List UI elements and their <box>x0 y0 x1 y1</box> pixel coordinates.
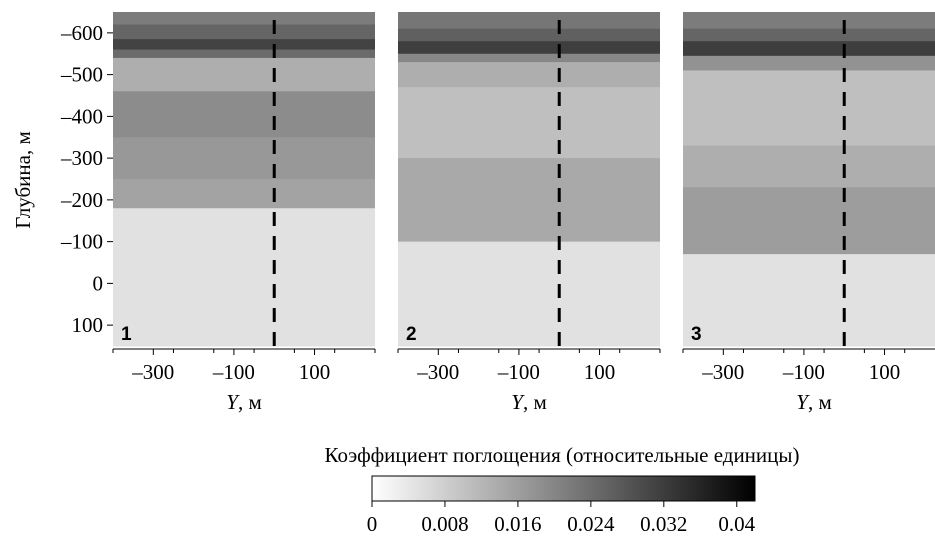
panel-1-layer-3 <box>113 49 375 59</box>
panel-3-number: 3 <box>691 324 702 345</box>
panel-2-layer-4 <box>398 62 660 88</box>
panel-2-x-tick-label: 100 <box>584 360 616 384</box>
panel-3-x-tick-label: 100 <box>869 360 901 384</box>
colorbar-tick-label: 0.016 <box>494 512 541 536</box>
panel-3-layer-6 <box>683 187 935 255</box>
y-axis-title: Глубина, м <box>11 131 35 229</box>
x-axis-variable: Y <box>511 390 525 414</box>
y-tick-label: –100 <box>60 230 103 254</box>
panel-1-layer-7 <box>113 179 375 209</box>
colorbar-tick-label: 0.024 <box>567 512 615 536</box>
colorbar-tick-label: 0 <box>367 512 378 536</box>
y-tick-label: –300 <box>60 146 103 170</box>
x-axis-variable: Y <box>796 390 810 414</box>
colorbar-tick-label: 0.008 <box>421 512 468 536</box>
y-tick-label: –600 <box>60 21 103 45</box>
panel-3-layer-2 <box>683 41 935 57</box>
panel-2-layer-3 <box>398 53 660 63</box>
panel-1-layer-2 <box>113 39 375 51</box>
x-axis-unit: , м <box>238 390 262 414</box>
panel-1-x-axis-title: Y, м <box>226 390 261 414</box>
colorbar-ticks: 0 0.008 0.016 0.024 0.032 0.04 <box>367 501 756 536</box>
panel-1-layer-1 <box>113 24 375 40</box>
panel-3-layer-7 <box>683 254 935 347</box>
y-axis: –600 –500 –400 –300 –200 –100 0 100 <box>60 21 113 337</box>
panel-3-x-tick-label: –300 <box>701 360 744 384</box>
panel-2-layer-7 <box>398 241 660 347</box>
panel-3-layer-3 <box>683 55 935 71</box>
panel-3-layer-0 <box>683 12 935 30</box>
panel-1-layer-0 <box>113 12 375 26</box>
panel-1-layer-4 <box>113 57 375 92</box>
panel-1-number: 1 <box>121 324 132 345</box>
panel-2-layer-1 <box>398 28 660 42</box>
panel-1-x-tick-label: –100 <box>212 360 255 384</box>
y-tick-label: –200 <box>60 188 103 212</box>
colorbar: Коэффициент поглощения (относительные ед… <box>324 443 799 536</box>
panel-2-x-axis-title: Y, м <box>511 390 546 414</box>
y-tick-label: 100 <box>72 313 104 337</box>
panel-2-layer-5 <box>398 87 660 159</box>
panel-2-number: 2 <box>406 324 417 345</box>
colorbar-tick-label: 0.032 <box>640 512 687 536</box>
colorbar-gradient <box>371 475 756 502</box>
panel-2-layer-0 <box>398 12 660 30</box>
panel-3-layer-1 <box>683 28 935 42</box>
panel-3: 3 –300 –100 100 Y, м <box>682 12 935 414</box>
panel-3-x-axis-title: Y, м <box>796 390 831 414</box>
panel-2-layer-6 <box>398 158 660 243</box>
x-axis-variable: Y <box>226 390 240 414</box>
panel-1-x-tick-label: –300 <box>131 360 174 384</box>
panel-2: 2 –300 –100 100 Y, м <box>397 12 661 414</box>
colorbar-title: Коэффициент поглощения (относительные ед… <box>324 443 799 467</box>
panel-3-layer-4 <box>683 70 935 147</box>
colorbar-tick-label: 0.04 <box>718 512 755 536</box>
panel-1: 1 –300 –100 100 Y, м <box>112 12 376 414</box>
panel-2-layer-2 <box>398 41 660 55</box>
y-tick-label: –400 <box>60 104 103 128</box>
panel-1-x-tick-label: 100 <box>299 360 331 384</box>
panel-2-x-tick-label: –300 <box>416 360 459 384</box>
panel-3-x-tick-label: –100 <box>782 360 825 384</box>
x-axis-unit: , м <box>808 390 832 414</box>
panel-3-layer-5 <box>683 145 935 188</box>
x-axis-unit: , м <box>523 390 547 414</box>
panel-1-layer-8 <box>113 208 375 347</box>
panel-2-x-tick-label: –100 <box>497 360 540 384</box>
y-tick-label: 0 <box>93 271 104 295</box>
panel-1-layer-5 <box>113 91 375 138</box>
panel-1-layer-6 <box>113 137 375 180</box>
y-tick-label: –500 <box>60 63 103 87</box>
